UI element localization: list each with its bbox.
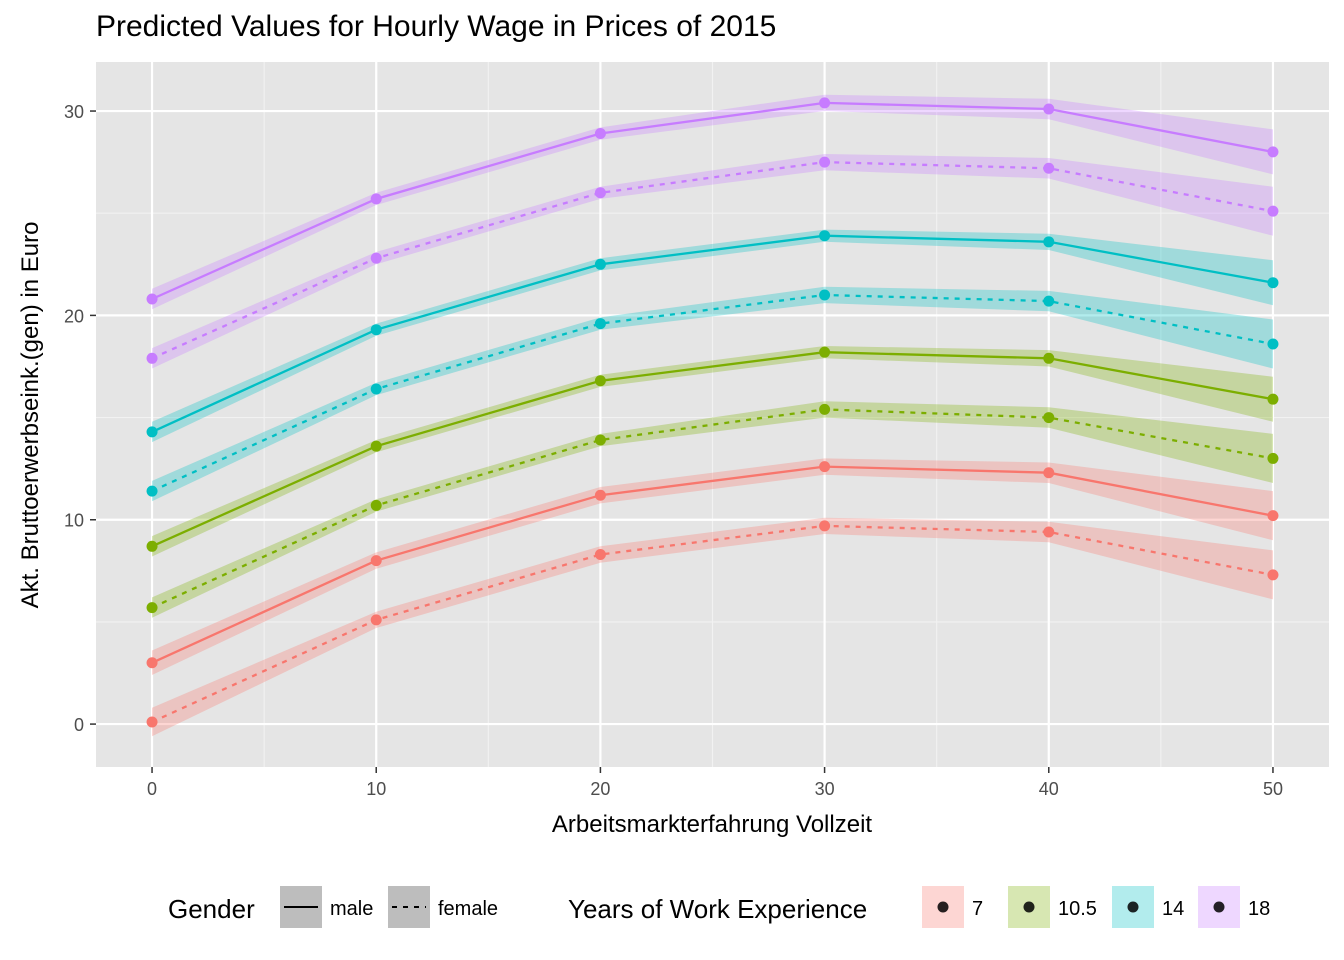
data-point-10.5-male [370,440,382,452]
x-tick-label: 50 [1263,779,1283,799]
chart-title: Predicted Values for Hourly Wage in Pric… [96,10,777,43]
data-point-7-male [146,657,158,669]
data-point-14-male [1043,236,1055,248]
legend-label-7: 7 [972,898,983,920]
x-axis-title: Arbeitsmarkterfahrung Vollzeit [552,811,872,838]
legend-point-14 [1127,901,1139,913]
data-point-7-male [370,555,382,567]
series-line-18-male [151,101,1274,301]
data-point-18-female [594,187,606,199]
data-point-14-female [146,485,158,497]
ci-band-7-female [152,517,1273,737]
data-point-7-female [146,716,158,728]
data-point-7-female [1267,569,1279,581]
data-point-14-male [370,324,382,336]
legend-point-10.5 [1023,901,1035,913]
series-line-7-male [151,465,1274,664]
legend-items: male female 7 10.5 14 18 [280,886,1270,928]
data-point-18-female [146,352,158,364]
data-point-18-male [370,193,382,205]
legend-point-18 [1213,901,1225,913]
series-line-10.5-female [151,408,1274,609]
data-point-10.5-female [146,602,158,614]
data-point-18-male [594,128,606,140]
x-tick-label: 10 [366,779,386,799]
data-point-14-female [594,318,606,330]
data-point-18-female [370,252,382,264]
series-line-14-male [151,234,1274,433]
data-point-7-male [594,489,606,501]
data-point-10.5-female [1043,412,1055,424]
series-line-7-female [151,524,1274,724]
data-point-14-female [1267,338,1279,350]
data-point-18-male [1043,103,1055,115]
data-point-7-female [370,614,382,626]
data-point-18-female [1267,205,1279,217]
data-point-14-male [594,258,606,270]
data-point-10.5-male [1043,352,1055,364]
legend-label-14: 14 [1162,898,1184,920]
x-tick-label: 30 [815,779,835,799]
series-line-10.5-male [151,351,1274,548]
data-point-18-male [146,293,158,305]
data-point-7-male [819,461,831,473]
legend-point-7 [937,901,949,913]
series-line-14-female [151,293,1274,493]
x-tick-label: 40 [1039,779,1059,799]
data-point-18-male [819,97,831,109]
data-point-10.5-male [819,346,831,358]
x-tick-label: 20 [590,779,610,799]
data-point-10.5-male [1267,393,1279,405]
data-point-14-female [819,289,831,301]
y-tick-label: 20 [64,306,84,326]
y-tick-label: 30 [64,102,84,122]
y-axis-title: Akt. Bruttoerwerbseink.(gen) in Euro [17,222,44,609]
data-point-10.5-male [594,375,606,387]
series-points [146,97,1279,728]
x-tick-label: 0 [147,779,157,799]
legend-label-male: male [330,898,373,920]
data-point-18-female [819,156,831,168]
legend-group-title: Years of Work Experience [568,894,867,924]
data-point-7-female [1043,526,1055,538]
data-point-18-male [1267,146,1279,158]
data-point-10.5-female [594,434,606,446]
data-point-7-male [1267,510,1279,522]
plot-panel [96,62,1329,767]
series-lines [151,101,1274,724]
legend-gender-title: Gender [168,894,255,924]
data-point-14-female [1043,295,1055,307]
data-point-18-female [1043,162,1055,174]
ci-band-7-male [152,458,1273,675]
data-point-10.5-male [146,540,158,552]
legend-label-female: female [438,898,498,920]
data-point-7-male [1043,467,1055,479]
data-point-14-male [146,426,158,438]
data-point-14-female [370,383,382,395]
data-point-10.5-female [1267,452,1279,464]
legend-label-18: 18 [1248,898,1270,920]
data-point-7-female [594,548,606,560]
y-tick-label: 10 [64,511,84,531]
data-point-7-female [819,520,831,532]
data-point-10.5-female [370,499,382,511]
y-tick-label: 0 [74,715,84,735]
axes: Arbeitsmarkterfahrung Vollzeit Akt. Brut… [17,102,1283,838]
legend-label-10.5: 10.5 [1058,898,1097,920]
data-point-14-male [819,230,831,242]
data-point-10.5-female [819,403,831,415]
legend: Gender Years of Work Experience male fema… [168,886,1270,928]
ci-band-14-male [152,229,1273,443]
data-point-14-male [1267,277,1279,289]
